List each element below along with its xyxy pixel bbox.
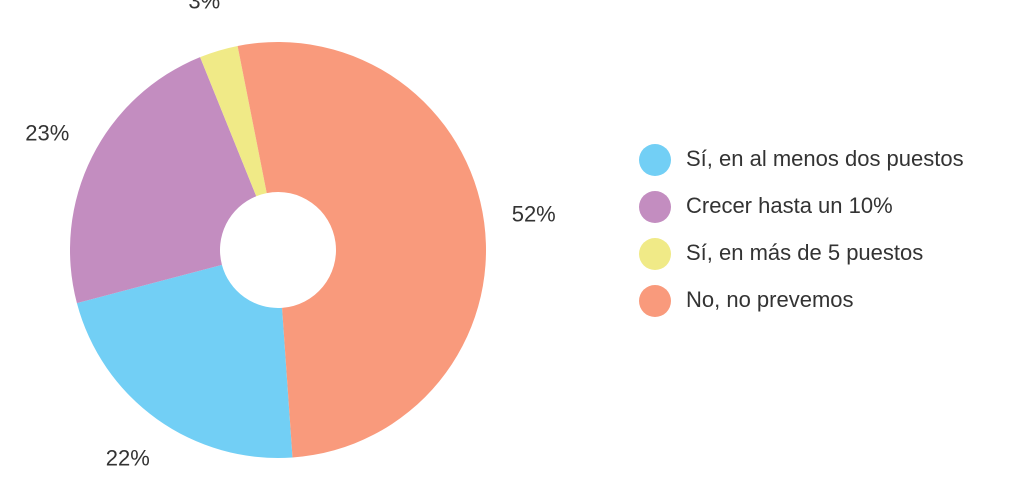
- legend-swatch: [639, 144, 671, 176]
- donut-slice: [200, 45, 267, 197]
- donut-slice: [237, 42, 486, 458]
- legend-swatch: [639, 285, 671, 317]
- donut-slice: [76, 264, 293, 458]
- legend-label: Crecer hasta un 10%: [686, 193, 893, 218]
- legend-swatch: [639, 238, 671, 270]
- data-label: 52%: [512, 202, 556, 227]
- legend-label: Sí, en más de 5 puestos: [686, 240, 923, 265]
- legend-label: Sí, en al menos dos puestos: [686, 146, 964, 171]
- data-label: 3%: [188, 0, 220, 14]
- legend-label: No, no prevemos: [686, 287, 854, 312]
- data-label: 23%: [25, 120, 69, 145]
- legend-swatch: [639, 191, 671, 223]
- donut-slice: [70, 57, 257, 304]
- data-label: 22%: [106, 446, 150, 471]
